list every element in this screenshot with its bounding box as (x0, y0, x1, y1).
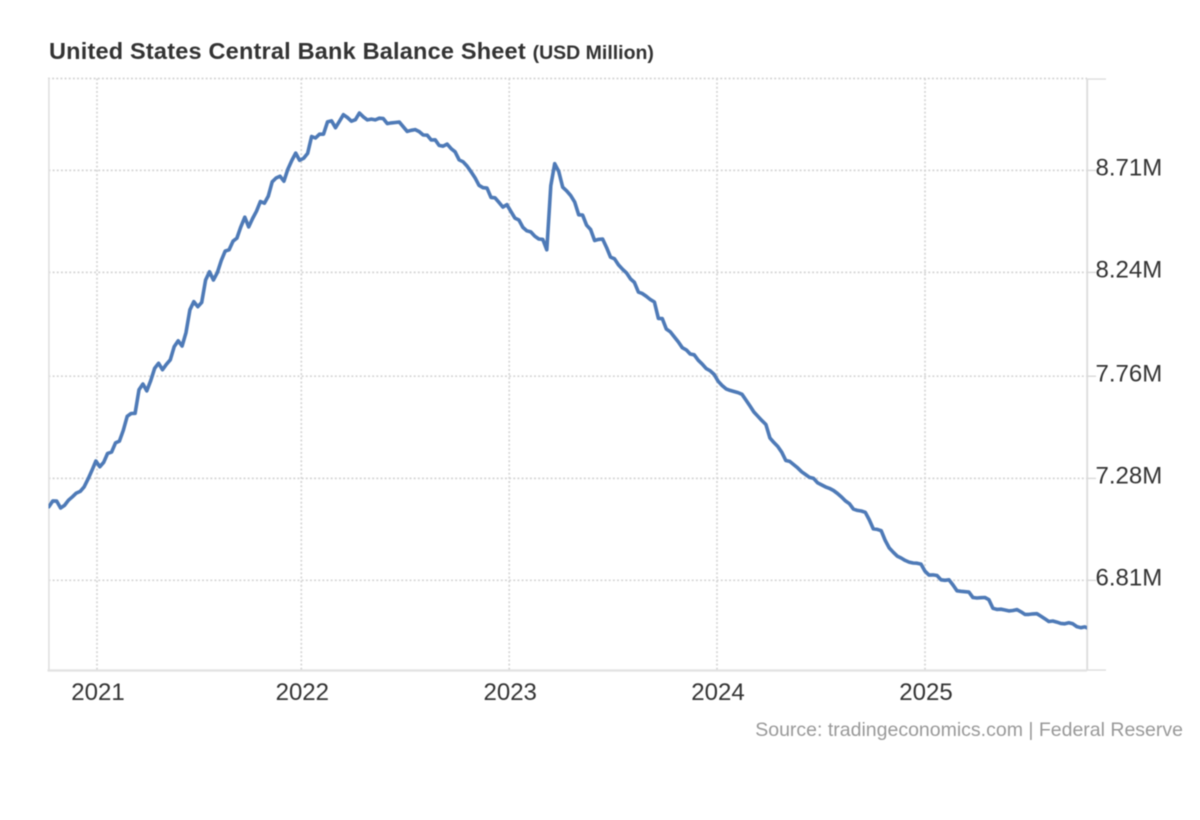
svg-text:2023: 2023 (484, 679, 537, 706)
svg-text:8.71M: 8.71M (1096, 155, 1163, 182)
svg-text:8.24M: 8.24M (1096, 257, 1163, 284)
svg-text:7.76M: 7.76M (1096, 361, 1163, 388)
svg-text:2024: 2024 (691, 679, 744, 706)
svg-text:2021: 2021 (71, 679, 124, 706)
svg-text:6.81M: 6.81M (1096, 565, 1163, 592)
svg-text:2022: 2022 (276, 679, 329, 706)
svg-text:7.28M: 7.28M (1096, 463, 1163, 490)
svg-text:2025: 2025 (899, 679, 952, 706)
